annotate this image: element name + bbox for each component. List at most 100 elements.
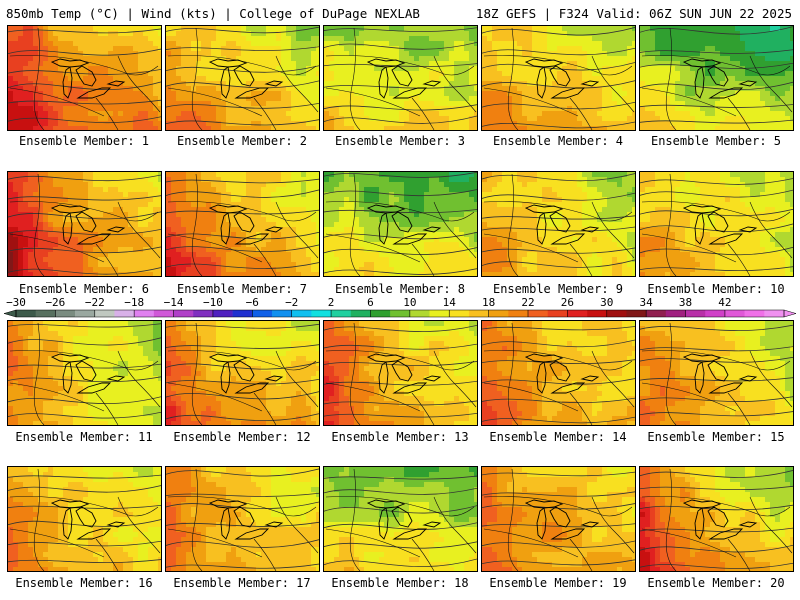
ensemble-member-label: Ensemble Member: 15 xyxy=(647,430,785,444)
temperature-field xyxy=(640,26,793,130)
state-border xyxy=(641,201,791,222)
state-border xyxy=(727,392,751,425)
state-border xyxy=(641,55,791,76)
state-border xyxy=(749,496,793,554)
colorbar-swatch xyxy=(134,310,155,317)
wind-streamline xyxy=(166,413,319,422)
wind-streamline xyxy=(166,492,319,497)
state-border xyxy=(191,27,203,130)
state-border xyxy=(591,201,635,259)
wind-streamline xyxy=(482,540,635,548)
wind-streamline xyxy=(640,223,793,233)
wind-streamline xyxy=(8,28,161,34)
wind-streamline xyxy=(166,178,319,184)
great-lakes-outline xyxy=(580,521,600,528)
great-lakes-outline xyxy=(106,80,126,87)
great-lakes-outline xyxy=(220,361,231,394)
wind-streamline xyxy=(8,485,161,493)
great-lakes-outline xyxy=(233,506,255,528)
wind-streamline xyxy=(324,558,477,568)
great-lakes-outline xyxy=(536,212,547,245)
great-lakes-outline xyxy=(422,375,442,382)
state-border xyxy=(665,322,677,425)
colorbar-swatch xyxy=(350,310,371,317)
wind-streamline xyxy=(166,46,319,51)
colorbar-swatch xyxy=(16,310,36,317)
wind-streamline xyxy=(166,323,319,329)
colorbar-swatch xyxy=(232,310,253,317)
ensemble-member-map xyxy=(639,171,794,277)
colorbar-tick-label: −2 xyxy=(285,296,298,309)
great-lakes-outline xyxy=(234,382,270,394)
great-lakes-outline xyxy=(62,507,73,540)
state-border xyxy=(117,55,161,113)
temperature-colorbar: −30 −26 −22 −18 −14 −10 −6 −2 2 6 10 14 18 22 26 30 34 38… xyxy=(0,296,800,320)
colorbar-swatch xyxy=(508,310,529,317)
state-border xyxy=(411,97,435,130)
wind-streamline xyxy=(8,540,161,547)
wind-streamline xyxy=(640,411,793,417)
great-lakes-outline xyxy=(536,361,547,394)
wind-streamline xyxy=(8,228,161,236)
wind-streamline xyxy=(324,360,477,366)
state-border xyxy=(95,97,119,130)
great-lakes-outline xyxy=(76,382,112,394)
wind-streamline xyxy=(8,323,161,328)
wind-streamline xyxy=(324,104,477,111)
state-border xyxy=(349,27,361,130)
temperature-field xyxy=(482,26,635,130)
wind-streamline xyxy=(640,266,793,272)
state-border xyxy=(167,233,263,263)
state-border xyxy=(349,173,361,276)
great-lakes-outline xyxy=(524,499,564,509)
state-border xyxy=(191,322,203,425)
colorbar-tick-label: −22 xyxy=(85,296,105,309)
colorbar-swatch xyxy=(528,310,548,317)
great-lakes-outline xyxy=(707,506,729,528)
colorbar-swatch xyxy=(55,310,76,317)
great-lakes-outline xyxy=(682,204,722,214)
colorbar-swatch xyxy=(252,310,273,317)
ensemble-member-map xyxy=(639,466,794,572)
wind-streamline xyxy=(166,539,319,548)
colorbar-tick-label: 26 xyxy=(561,296,574,309)
wind-streamline xyxy=(324,412,477,418)
state-border xyxy=(275,55,319,113)
wind-streamline xyxy=(166,231,319,240)
great-lakes-outline xyxy=(392,382,428,394)
great-lakes-outline xyxy=(707,360,729,382)
state-border xyxy=(507,322,519,425)
great-lakes-outline xyxy=(264,375,284,382)
wind-streamline xyxy=(166,244,319,253)
model-run-valid-time: 18Z GEFS | F324 Valid: 06Z SUN JUN 22 20… xyxy=(475,6,792,21)
great-lakes-outline xyxy=(50,353,90,363)
state-border xyxy=(641,528,737,558)
wind-streamline xyxy=(166,65,319,73)
wind-streamline xyxy=(8,559,161,564)
state-border xyxy=(483,496,633,517)
wind-streamline xyxy=(640,396,793,402)
ensemble-member-label: Ensemble Member: 11 xyxy=(15,430,153,444)
wind-streamline xyxy=(482,559,635,566)
wind-streamline xyxy=(482,61,635,71)
state-border xyxy=(483,528,579,558)
state-border xyxy=(641,233,737,263)
great-lakes-outline xyxy=(264,80,284,87)
great-lakes-outline xyxy=(378,66,389,99)
state-border xyxy=(9,496,159,517)
wind-streamline xyxy=(324,380,477,386)
wind-streamline xyxy=(324,343,477,350)
wind-streamline xyxy=(640,469,793,478)
great-lakes-outline xyxy=(694,66,705,99)
ensemble-member-map xyxy=(165,25,320,131)
great-lakes-outline xyxy=(234,233,270,245)
temperature-field xyxy=(166,467,319,571)
wind-streamline xyxy=(166,102,319,109)
wind-streamline xyxy=(324,209,477,214)
colorbar-swatch xyxy=(409,310,430,317)
great-lakes-outline xyxy=(50,499,90,509)
great-lakes-outline xyxy=(391,360,413,382)
ensemble-member-label: Ensemble Member: 14 xyxy=(489,430,627,444)
ensemble-member-label: Ensemble Member: 19 xyxy=(489,576,627,590)
wind-streamline xyxy=(8,174,161,182)
